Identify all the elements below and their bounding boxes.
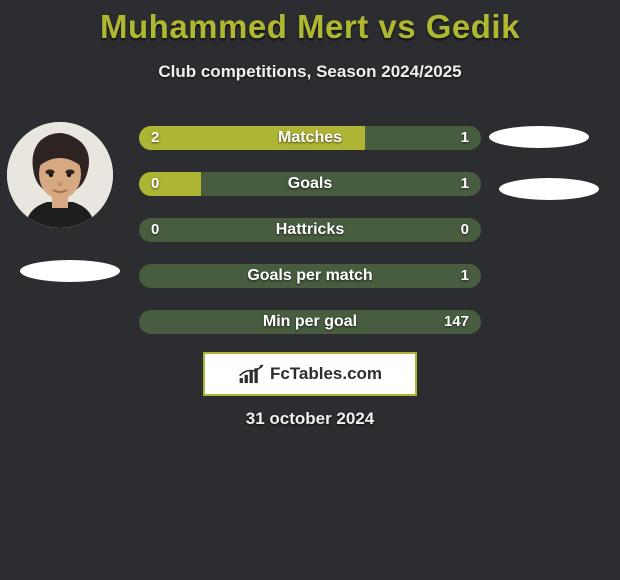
player-left-avatar: [7, 122, 113, 228]
player-right-flag-ellipse-1: [489, 126, 589, 148]
avatar-photo-icon: [7, 122, 113, 228]
stat-label: Goals per match: [139, 264, 481, 288]
player-left-flag-ellipse: [20, 260, 120, 282]
source-logo-box: FcTables.com: [203, 352, 417, 396]
date-text: 31 october 2024: [0, 409, 620, 429]
comparison-infographic: Muhammed Mert vs Gedik Club competitions…: [0, 0, 620, 580]
bar-chart-icon: [238, 363, 266, 385]
page-title: Muhammed Mert vs Gedik: [0, 8, 620, 46]
stat-label: Hattricks: [139, 218, 481, 242]
stat-bar: 01Goals: [139, 172, 481, 196]
stat-bar: 21Matches: [139, 126, 481, 150]
player-right-flag-ellipse-2: [499, 178, 599, 200]
stat-bar: 00Hattricks: [139, 218, 481, 242]
stat-label: Min per goal: [139, 310, 481, 334]
stat-label: Goals: [139, 172, 481, 196]
stat-bar: 147Min per goal: [139, 310, 481, 334]
stat-bar: 1Goals per match: [139, 264, 481, 288]
subtitle: Club competitions, Season 2024/2025: [0, 62, 620, 82]
stat-label: Matches: [139, 126, 481, 150]
source-logo-text: FcTables.com: [270, 364, 382, 384]
